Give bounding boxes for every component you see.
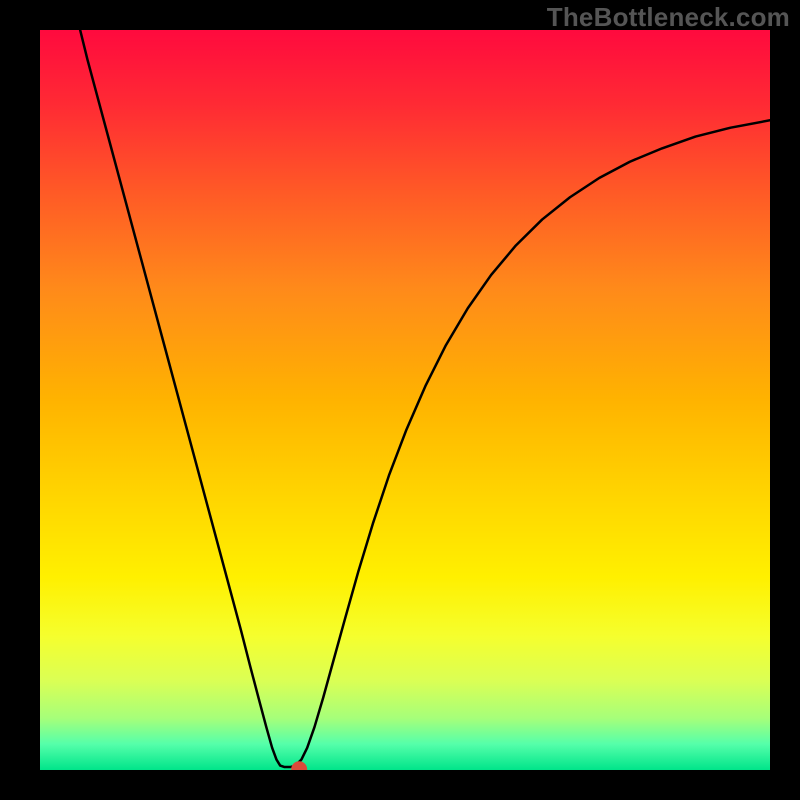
- frame: TheBottleneck.com: [0, 0, 800, 800]
- plot-area: [40, 30, 770, 770]
- plot-background: [40, 30, 770, 770]
- plot-svg: [40, 30, 770, 770]
- watermark-label: TheBottleneck.com: [547, 2, 790, 33]
